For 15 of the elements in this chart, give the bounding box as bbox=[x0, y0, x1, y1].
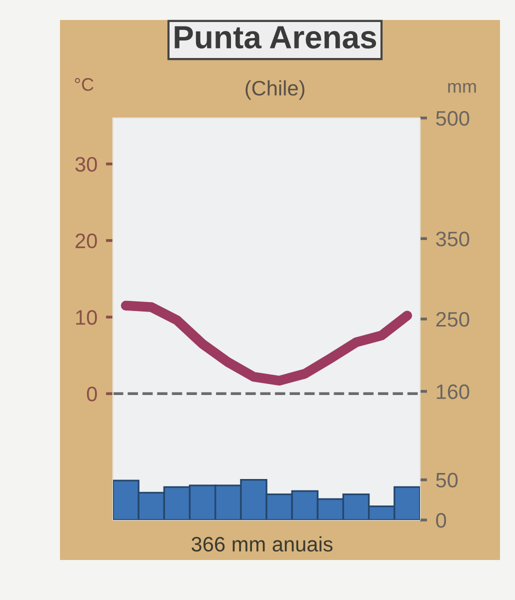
y2-tick-label: 0 bbox=[436, 513, 446, 528]
text: 366 mm anuais bbox=[192, 536, 332, 552]
y-tick-label: 30 bbox=[75, 156, 97, 172]
y-tick-label: 10 bbox=[76, 310, 97, 325]
y2-tick-label: 50 bbox=[436, 472, 458, 488]
y2-tick-label: 250 bbox=[436, 312, 470, 327]
y-tick-label: 0 bbox=[86, 386, 97, 402]
y-axis-title: °C bbox=[74, 78, 94, 91]
y-tick-label: 20 bbox=[76, 234, 97, 248]
y2-axis-title: mm bbox=[448, 82, 476, 93]
chart-subtitle: (Chile) bbox=[246, 80, 304, 100]
y2-tick-label: 500 bbox=[436, 111, 470, 126]
y2-tick-label: 160 bbox=[436, 384, 470, 400]
chart-title: Punta Arenas bbox=[174, 26, 376, 49]
y2-tick-label: 350 bbox=[436, 232, 470, 246]
